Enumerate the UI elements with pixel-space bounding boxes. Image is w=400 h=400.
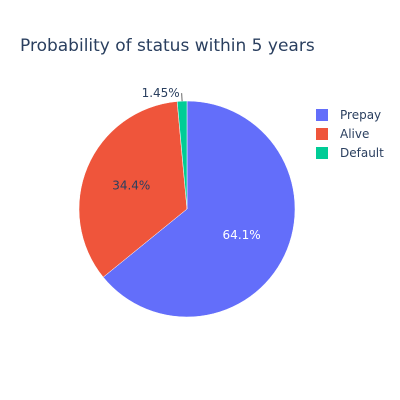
legend-label-prepay: Prepay: [340, 108, 381, 122]
chart-title: Probability of status within 5 years: [20, 36, 315, 56]
legend-label-default: Default: [340, 146, 384, 160]
legend-item-alive[interactable]: Alive: [316, 127, 369, 141]
pie-slices: [78, 100, 296, 318]
legend-item-default[interactable]: Default: [316, 146, 384, 160]
legend-swatch-alive: [316, 128, 328, 140]
slice-label-alive: 34.4%: [112, 179, 150, 193]
legend-item-prepay[interactable]: Prepay: [316, 108, 381, 122]
legend-swatch-default: [316, 147, 328, 159]
legend: Prepay Alive Default: [316, 108, 384, 160]
pie-slice-prepay: [102, 100, 296, 318]
pie-slice-alive: [78, 101, 188, 278]
slice-label-prepay: 64.1%: [223, 228, 261, 242]
legend-swatch-prepay: [316, 109, 328, 121]
pie-labels: 64.1% 34.4% 1.45%: [112, 86, 260, 242]
slice-label-default: 1.45%: [142, 86, 180, 100]
legend-label-alive: Alive: [340, 127, 369, 141]
